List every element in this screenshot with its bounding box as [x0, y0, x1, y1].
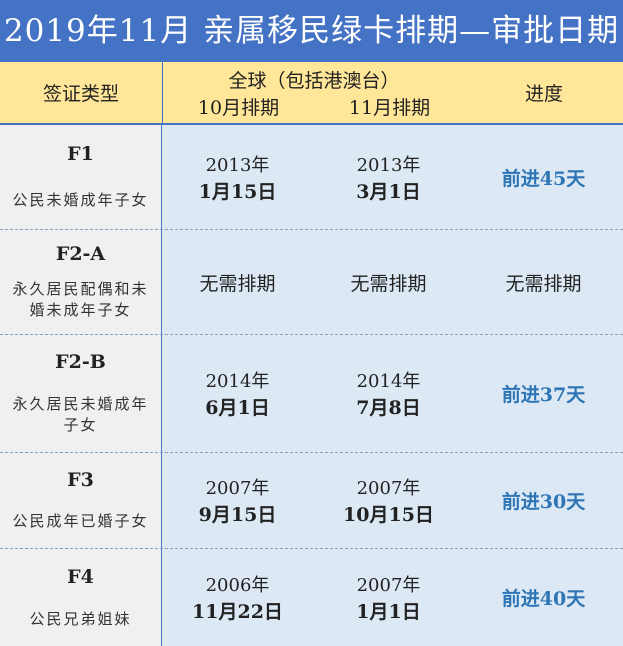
table-header: 签证类型 全球（包括港澳台） 10月排期 11月排期 进度: [0, 62, 623, 125]
table-row: F2-A 永久居民配偶和未婚未成年子女 无需排期 无需排期 无需排期: [0, 230, 623, 335]
progress-value: 前进40天: [501, 588, 586, 610]
page-title: 2019年11月 亲属移民绿卡排期—审批日期: [0, 0, 623, 62]
table-body: F1 公民未婚成年子女 2013年 1月15日 2013年 3月1日 前进45天 F2…: [0, 125, 623, 646]
oct-date: 11月22日: [192, 601, 283, 623]
oct-year: 2013年: [205, 154, 270, 176]
header-progress: 进度: [524, 83, 563, 105]
visa-code: F4: [67, 565, 94, 588]
visa-code: F2-A: [55, 243, 106, 265]
progress-value: 前进45天: [501, 167, 586, 190]
nov-year: 2013年: [356, 154, 421, 176]
visa-code: F1: [67, 143, 94, 166]
nov-date: 3月1日: [356, 180, 421, 203]
header-global: 全球（包括港澳台） 10月排期 11月排期: [163, 62, 465, 123]
header-global-label: 全球（包括港澳台）: [228, 69, 400, 92]
header-oct: 10月排期: [197, 96, 280, 119]
nov-year: 2014年: [356, 371, 421, 392]
oct-year: 2006年: [205, 575, 270, 596]
oct-year: 2007年: [205, 478, 270, 499]
nov-date: 1月1日: [356, 601, 421, 623]
progress-value: 前进37天: [501, 384, 586, 406]
oct-date: 6月1日: [205, 397, 270, 419]
table-row: F2-B 永久居民未婚成年子女 2014年 6月1日 2014年 7月8日 前进37天: [0, 335, 623, 453]
visa-desc: 永久居民未婚成年子女: [12, 394, 149, 434]
table-row: F4 公民兄弟姐妹 2006年 11月22日 2007年 1月1日 前进40天: [0, 549, 623, 646]
oct-year: 2014年: [205, 371, 270, 392]
oct-status: 无需排期: [199, 272, 276, 295]
oct-date: 9月15日: [198, 504, 277, 526]
visa-desc: 公民兄弟姐妹: [29, 609, 132, 628]
visa-desc: 公民未婚成年子女: [12, 190, 149, 209]
nov-status: 无需排期: [350, 272, 427, 295]
header-visa-type: 签证类型: [0, 62, 163, 123]
visa-code: F3: [67, 469, 94, 491]
progress-value: 前进30天: [501, 491, 586, 513]
header-nov: 11月排期: [348, 96, 431, 119]
visa-code: F2-B: [55, 351, 106, 374]
nov-date: 7月8日: [356, 397, 421, 419]
oct-date: 1月15日: [198, 180, 277, 203]
visa-desc: 公民成年已婚子女: [12, 512, 149, 530]
nov-date: 10月15日: [343, 504, 434, 526]
table-row: F3 公民成年已婚子女 2007年 9月15日 2007年 10月15日 前进30天: [0, 453, 623, 549]
nov-year: 2007年: [356, 575, 421, 596]
nov-year: 2007年: [356, 478, 421, 499]
table-row: F1 公民未婚成年子女 2013年 1月15日 2013年 3月1日 前进45天: [0, 125, 623, 230]
visa-desc: 永久居民配偶和未婚未成年子女: [12, 280, 149, 319]
progress-value: 无需排期: [505, 272, 582, 295]
